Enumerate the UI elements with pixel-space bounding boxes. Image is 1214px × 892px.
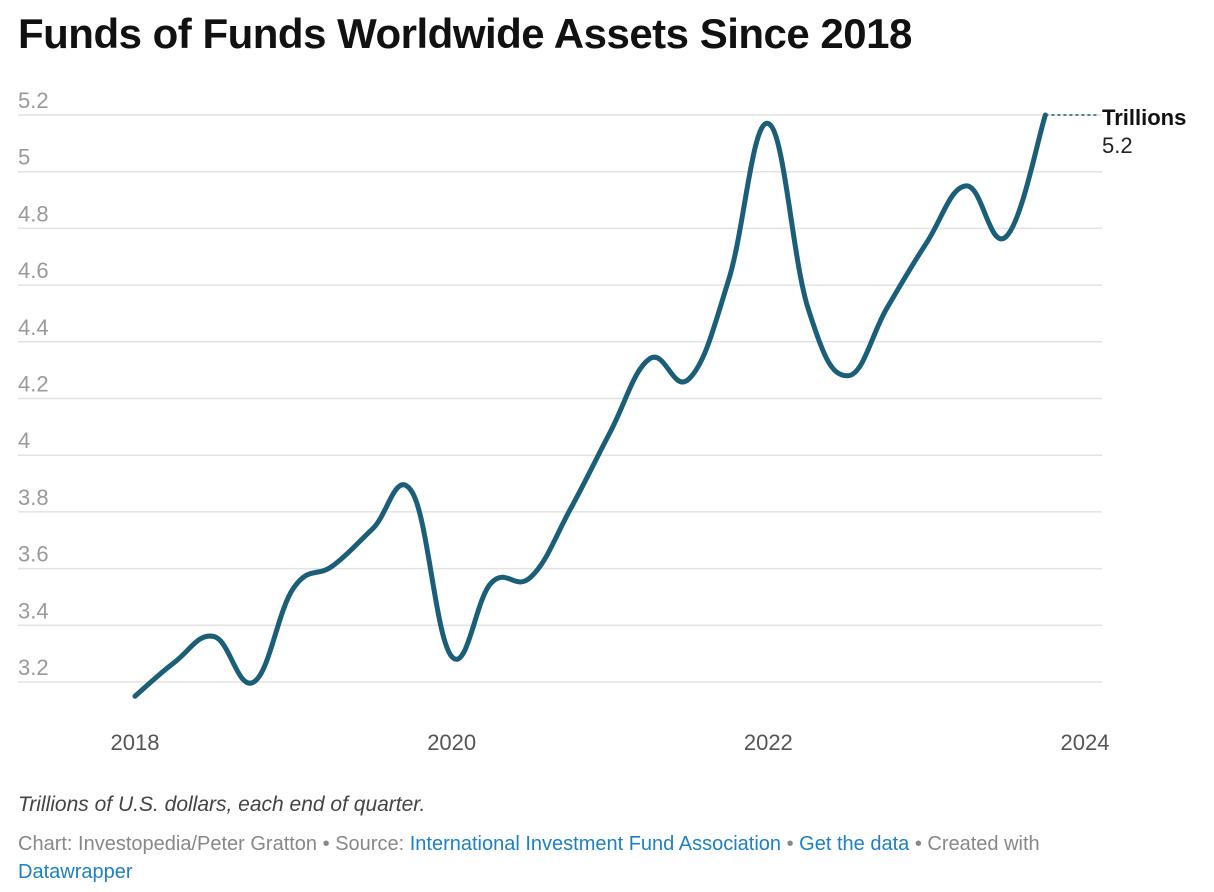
footer-separator: • — [786, 833, 794, 855]
line-chart: 3.23.43.63.844.24.44.64.855.2 2018 2020 20… — [18, 88, 1186, 755]
x-axis-ticks: 2018 2020 2022 2024 — [111, 730, 1110, 755]
chart-title: Funds of Funds Worldwide Assets Since 20… — [18, 10, 912, 57]
series-layer — [132, 112, 1048, 699]
x-tick-label: 2022 — [744, 730, 793, 755]
series-line-trillions — [132, 112, 1048, 699]
gridlines — [18, 114, 1102, 683]
y-tick-label: 5.2 — [18, 88, 49, 113]
series-end-value-label: 5.2 — [1102, 133, 1133, 158]
chart-footer: Chart: Investopedia/Peter Gratton • Sour… — [18, 830, 1168, 886]
y-axis-ticks: 3.2 3.4 3.6 3.8 4 4.2 4.4 4.6 4.8 5 5.2 — [18, 88, 49, 680]
y-tick-label: 4 — [18, 428, 30, 453]
source-link[interactable]: International Investment Fund Associatio… — [409, 833, 782, 855]
y-tick-label: 5 — [18, 145, 30, 170]
y-tick-label: 3.6 — [18, 542, 49, 567]
y-tick-label: 3.4 — [18, 598, 49, 623]
y-tick-label: 3.2 — [18, 655, 49, 680]
x-tick-label: 2020 — [427, 730, 476, 755]
series-name-label: Trillions — [1102, 105, 1186, 130]
footer-separator: • — [322, 833, 330, 855]
footer-separator: • — [914, 833, 922, 855]
x-tick-label: 2018 — [111, 730, 160, 755]
source-prefix: Source: — [335, 833, 405, 855]
y-tick-label: 3.8 — [18, 485, 49, 510]
y-tick-label: 4.4 — [18, 315, 49, 340]
get-data-link[interactable]: Get the data — [799, 833, 910, 855]
end-labels: Trillions 5.2 — [1045, 105, 1186, 158]
y-tick-label: 4.6 — [18, 258, 49, 283]
y-tick-label: 4.8 — [18, 201, 49, 226]
chart-credit: Chart: Investopedia/Peter Gratton — [18, 833, 318, 855]
chart-note: Trillions of U.S. dollars, each end of q… — [18, 793, 426, 816]
datawrapper-link[interactable]: Datawrapper — [18, 861, 133, 883]
created-with-prefix: Created with — [927, 833, 1040, 855]
x-tick-label: 2024 — [1061, 730, 1110, 755]
y-tick-label: 4.2 — [18, 372, 49, 397]
